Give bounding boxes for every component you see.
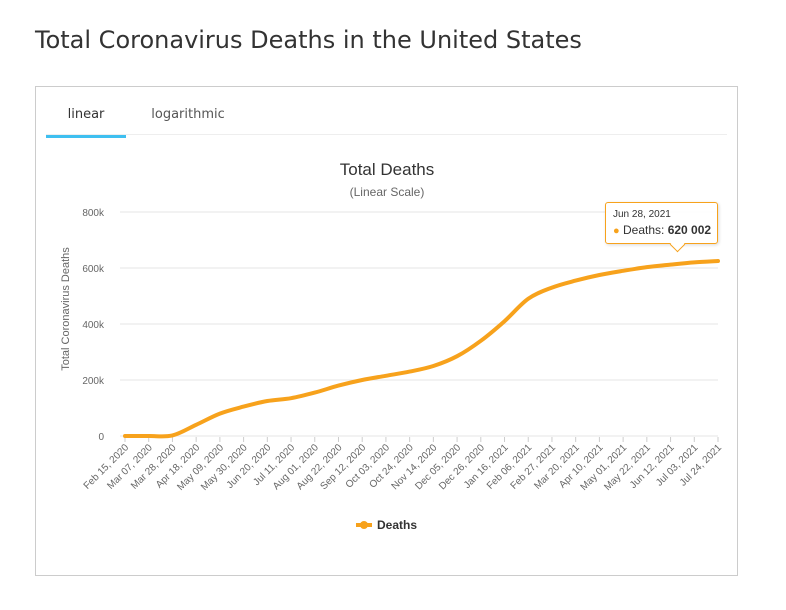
data-point[interactable] — [478, 338, 484, 344]
scale-tabs: linear logarithmic — [46, 87, 727, 138]
y-tick-label: 400k — [82, 320, 105, 331]
data-point[interactable] — [454, 353, 460, 359]
chart-card: linear logarithmic Total Deaths (Linear … — [35, 86, 738, 576]
data-point[interactable] — [549, 285, 555, 291]
data-point[interactable] — [288, 395, 294, 401]
tab-logarithmic[interactable]: logarithmic — [151, 107, 225, 122]
y-tick-label: 600k — [82, 264, 105, 275]
legend[interactable]: Deaths — [356, 518, 417, 532]
data-point[interactable] — [146, 433, 152, 439]
data-point[interactable] — [668, 262, 674, 268]
data-point[interactable] — [383, 373, 389, 379]
data-point[interactable] — [359, 377, 365, 383]
data-point[interactable] — [312, 390, 318, 396]
data-point[interactable] — [644, 264, 650, 270]
tooltip-series-label: Deaths: — [623, 223, 665, 237]
data-point[interactable] — [122, 433, 128, 439]
y-axis-ticks: 0 200k 400k 600k 800k — [82, 208, 105, 443]
legend-label-deaths: Deaths — [377, 518, 417, 532]
tooltip-value: 620 002 — [667, 223, 712, 237]
chart-subtitle: (Linear Scale) — [350, 185, 425, 199]
data-point[interactable] — [241, 404, 247, 410]
data-point[interactable] — [430, 363, 436, 369]
grid-lines — [120, 211, 718, 437]
y-tick-label: 200k — [82, 376, 105, 387]
data-point[interactable] — [217, 411, 223, 417]
chart-title: Total Deaths — [340, 160, 435, 179]
data-point[interactable] — [620, 268, 626, 274]
data-point[interactable] — [264, 398, 270, 404]
data-point[interactable] — [502, 318, 508, 324]
data-point[interactable] — [596, 272, 602, 278]
data-point[interactable] — [691, 259, 697, 265]
y-tick-label: 800k — [82, 208, 105, 219]
tab-linear[interactable]: linear — [46, 107, 126, 138]
data-tooltip: Jun 28, 2021 ● Deaths: 620 002 — [605, 202, 718, 253]
data-point[interactable] — [573, 278, 579, 284]
data-point[interactable] — [335, 383, 341, 389]
deaths-line-chart: Total Deaths (Linear Scale) Total Corona… — [60, 160, 724, 532]
series-layer — [122, 258, 721, 439]
tooltip-series-dot-icon: ● — [613, 225, 620, 237]
data-point[interactable] — [193, 422, 199, 428]
page-title: Total Coronavirus Deaths in the United S… — [35, 26, 582, 54]
data-point[interactable] — [715, 258, 721, 264]
data-point[interactable] — [407, 369, 413, 375]
tooltip-date: Jun 28, 2021 — [613, 209, 671, 220]
y-tick-label: 0 — [98, 432, 104, 443]
series-line-deaths[interactable] — [123, 259, 720, 439]
y-axis-title: Total Coronavirus Deaths — [60, 247, 72, 371]
tooltip-row: ● Deaths: 620 002 — [613, 223, 717, 237]
data-point[interactable] — [525, 296, 531, 302]
data-point[interactable] — [169, 432, 175, 438]
legend-swatch-dot — [360, 521, 368, 529]
